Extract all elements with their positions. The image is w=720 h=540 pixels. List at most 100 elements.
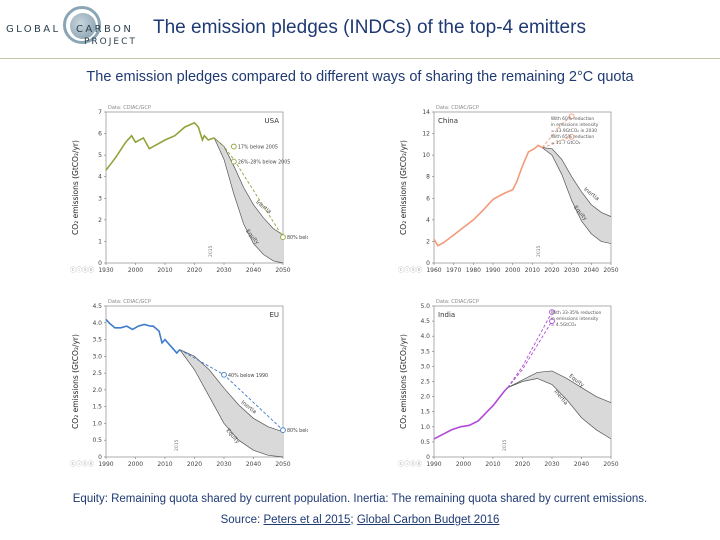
band-lower-line xyxy=(213,137,284,264)
pledge-point xyxy=(568,133,575,140)
x-tick-label: 2020 xyxy=(187,267,202,274)
data-source-note: Data: CDIAC/GCP xyxy=(436,299,479,305)
pledge-label: 80% below 1990 xyxy=(287,428,308,434)
x-tick-label: 2020 xyxy=(544,267,559,274)
y-tick-label: 0 xyxy=(98,260,102,267)
country-label: India xyxy=(438,311,455,319)
country-label: China xyxy=(438,117,458,125)
pledge-path-2 xyxy=(507,320,553,388)
pledge-note-line: in emissions intensity xyxy=(551,316,599,322)
pledge-point xyxy=(230,158,237,165)
x-tick-label: 2040 xyxy=(584,267,599,274)
band-upper-line xyxy=(213,137,284,236)
quota-range-band xyxy=(507,370,611,439)
band-lower-line xyxy=(179,349,284,458)
y-tick-label: 3.0 xyxy=(92,353,102,360)
data-source-note: Data: CDIAC/GCP xyxy=(108,299,151,305)
cc-license-badge: ⓒⓘⓢⓞ xyxy=(398,267,423,274)
year-marker: 2015 xyxy=(208,245,214,257)
y-tick-label: 2.0 xyxy=(420,394,430,401)
y-tick-label: 0.5 xyxy=(420,439,430,446)
pledge-note-line: With 33-35% reduction xyxy=(551,310,602,316)
y-tick-label: 3 xyxy=(98,195,102,202)
data-source-note: Data: CDIAC/GCP xyxy=(436,105,479,111)
historical-emissions-line xyxy=(105,121,215,171)
source-label: Source: xyxy=(220,514,261,526)
x-tick-label: 2000 xyxy=(128,267,143,274)
country-label: EU xyxy=(269,311,279,319)
y-tick-label: 0 xyxy=(98,454,102,461)
equity-inertia-note: Equity: Remaining quota shared by curren… xyxy=(72,493,648,505)
pledge-path-1 xyxy=(541,115,572,148)
y-tick-label: 2.5 xyxy=(420,379,430,386)
y-tick-label: 1.0 xyxy=(420,424,430,431)
band-upper-line xyxy=(179,349,284,433)
y-tick-label: 1.5 xyxy=(92,404,102,411)
chart-panel-eu: Data: CDIAC/GCP EU 0 0.5 1.0 1.5 2.0 2.5 3.0 3.5 4… xyxy=(68,294,308,474)
y-tick-label: 6 xyxy=(98,131,102,138)
x-tick-label: 2030 xyxy=(216,461,231,468)
y-tick-label: 2.5 xyxy=(92,370,102,377)
source-link-peters[interactable]: Peters et al 2015 xyxy=(263,514,351,526)
x-tick-label: 2020 xyxy=(515,461,530,468)
y-tick-label: 1.5 xyxy=(420,409,430,416)
chart-panel-india: Data: CDIAC/GCP India 0 0.5 1.0 1.5 2.0 2.5 3.0 3… xyxy=(396,294,636,474)
x-tick-label: 2010 xyxy=(525,267,540,274)
pledge-label: 80% below 2005 xyxy=(287,235,308,241)
header-divider xyxy=(0,58,720,59)
year-marker: 2015 xyxy=(536,245,542,257)
cc-license-badge: ⓒⓘⓢⓞ xyxy=(398,461,423,468)
chart-usa: Data: CDIAC/GCP USA 0 1 2 3 4 5 6 7 1930 2000 2010 20… xyxy=(71,105,308,274)
y-tick-label: 3.5 xyxy=(92,337,102,344)
source-line: Source: Peters et al 2015; Global Carbon… xyxy=(0,514,720,526)
year-marker: 2015 xyxy=(174,439,180,451)
source-link-gcb[interactable]: Global Carbon Budget 2016 xyxy=(356,514,500,526)
x-tick-label: 1990 xyxy=(485,267,500,274)
cc-license-badge: ⓒⓘⓢⓞ xyxy=(70,461,95,468)
x-tick-label: 2010 xyxy=(485,461,500,468)
pledge-label: 17% below 2005 xyxy=(238,145,278,151)
page-subtitle: The emission pledges compared to differe… xyxy=(86,69,634,85)
historical-emissions-line xyxy=(433,386,509,440)
y-tick-label: 5 xyxy=(98,152,102,159)
pledge-point xyxy=(280,427,286,434)
chart-india: Data: CDIAC/GCP India 0 0.5 1.0 1.5 2.0 2.5 3.0 3… xyxy=(399,299,619,468)
x-tick-label: 1990 xyxy=(426,461,441,468)
pledge-note-line: = 11.7 GtCO₂ xyxy=(551,140,581,146)
pledge-path-1 xyxy=(213,137,284,238)
pledge-point xyxy=(280,234,286,240)
y-axis-label: CO₂ emissions (GtCO₂/yr) xyxy=(71,140,80,235)
pledge-point xyxy=(568,113,575,120)
pledge-note-line: With 65% reduction xyxy=(551,134,595,140)
y-tick-label: 12 xyxy=(422,131,430,138)
y-tick-label: 4.0 xyxy=(420,333,430,340)
pledge-point xyxy=(549,318,555,324)
quota-range-band xyxy=(214,137,283,263)
y-tick-label: 2.0 xyxy=(92,387,102,394)
y-tick-label: 4.0 xyxy=(92,320,102,327)
y-tick-label: 3.0 xyxy=(420,363,430,370)
band-lower-line xyxy=(541,147,612,244)
x-tick-label: 2040 xyxy=(246,267,261,274)
x-tick-label: 2000 xyxy=(456,461,471,468)
x-tick-label: 1990 xyxy=(98,461,113,468)
x-tick-label: 2050 xyxy=(275,267,290,274)
pledge-note-line: With 60% reduction xyxy=(551,116,595,122)
chart-panel-china: Data: CDIAC/GCP China 0 2 4 6 8 10 12 14 1960 1970 1… xyxy=(396,100,636,280)
data-source-note: Data: CDIAC/GCP xyxy=(108,105,151,111)
x-tick-label: 1960 xyxy=(426,267,441,274)
y-tick-label: 4 xyxy=(426,217,430,224)
quota-range-band xyxy=(179,349,283,457)
global-carbon-project-logo: GLOBAL CARBON PROJECT xyxy=(6,4,136,54)
band-lower-line xyxy=(507,378,612,440)
x-tick-label: 1930 xyxy=(98,267,113,274)
pledge-point xyxy=(549,309,555,315)
plot-frame xyxy=(433,111,612,264)
y-tick-label: 0 xyxy=(426,454,430,461)
pledge-point xyxy=(221,371,227,378)
x-tick-label: 2000 xyxy=(505,267,520,274)
x-tick-label: 2010 xyxy=(157,461,172,468)
y-tick-label: 4.5 xyxy=(420,318,430,325)
chart-china: Data: CDIAC/GCP China 0 2 4 6 8 10 12 14 1960 1970 1… xyxy=(399,105,619,274)
y-tick-label: 1.0 xyxy=(92,420,102,427)
